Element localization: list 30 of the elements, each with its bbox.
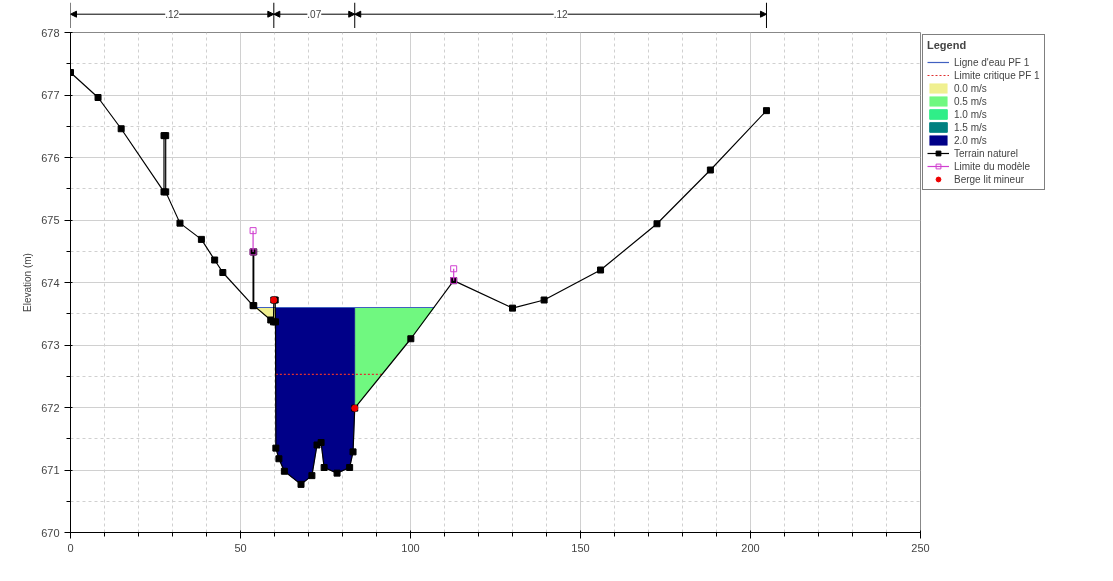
legend-label: 0.0 m/s	[954, 82, 987, 94]
x-tick-label: 100	[401, 541, 420, 554]
legend-label: Berge lit mineur	[954, 173, 1025, 185]
legend-label: 1.0 m/s	[954, 108, 987, 120]
text: .07	[307, 9, 322, 21]
y-tick-label: 677	[41, 89, 60, 101]
legend-label: Ligne d'eau PF 1	[954, 56, 1030, 68]
y-tick-label: 670	[41, 526, 60, 539]
x-tick-label: 0	[67, 541, 74, 554]
legend-title: Legend	[927, 39, 968, 51]
x-tick-label: 150	[571, 541, 590, 554]
legend-label: Limite du modèle	[954, 160, 1031, 172]
y-tick-label: 674	[41, 276, 60, 289]
legend-label: Limite critique PF 1	[954, 69, 1040, 81]
y-tick-label: 673	[41, 339, 60, 351]
y-tick-label: 671	[41, 464, 60, 476]
legend-label: 0.5 m/s	[954, 95, 987, 107]
y-tick-label: 676	[41, 151, 60, 164]
x-tick-label: 250	[911, 541, 930, 554]
y-axis-title: Elevation (m)	[22, 253, 34, 312]
legend-label: 1.5 m/s	[954, 121, 987, 133]
y-tick-label: 678	[41, 26, 60, 39]
text: .12	[553, 9, 568, 21]
text: .12	[165, 9, 180, 21]
x-tick-label: 200	[741, 541, 760, 554]
legend-label: 2.0 m/s	[954, 134, 987, 146]
y-tick-label: 675	[41, 214, 60, 226]
y-tick-label: 672	[41, 401, 60, 414]
legend-label: Terrain naturel	[954, 147, 1018, 159]
x-tick-label: 50	[234, 541, 247, 554]
